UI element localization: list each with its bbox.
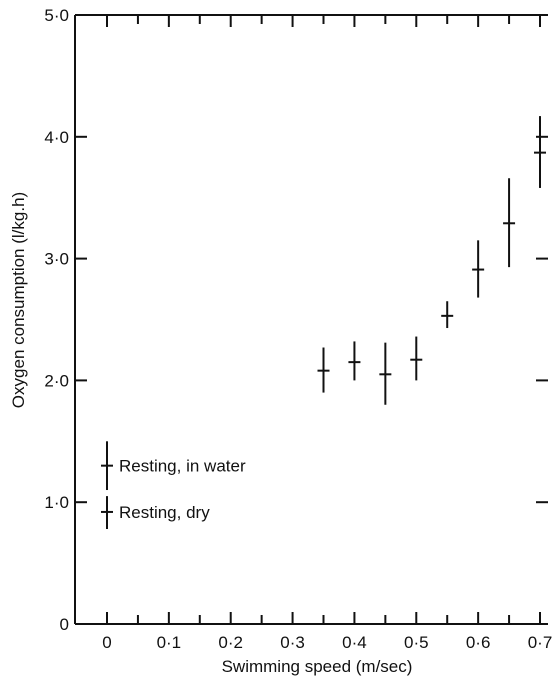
data-points [101,116,546,529]
x-tick-label: 0·6 [466,633,491,652]
y-axis-label: Oxygen consumption (l/kg.h) [9,192,28,408]
data-point [410,336,423,381]
x-tick-label: 0·3 [280,633,305,652]
y-tick-label: 5·0 [44,6,69,25]
y-axis-tick-labels: 0 1·0 2·0 3·0 4·0 5·0 [44,6,69,634]
plot-frame [74,14,548,625]
y-tick-label: 0 [60,615,69,634]
x-tick-label: 0·4 [342,633,367,652]
y-tick-label: 1·0 [44,493,69,512]
data-point [534,116,546,188]
y-tick-label: 4·0 [44,128,69,147]
data-point [472,240,485,298]
x-tick-label: 0·1 [157,633,182,652]
data-point [441,301,454,329]
x-tick-label: 0 [102,633,111,652]
annotations: Resting, in water Resting, dry [119,457,246,522]
y-tick-label: 3·0 [44,250,69,269]
data-point [348,341,361,381]
data-point [503,178,516,268]
data-point [317,347,330,393]
point-annotation: Resting, dry [119,503,210,522]
y-axis-ticks [75,14,548,625]
x-axis-tick-labels: 0 0·1 0·2 0·3 0·4 0·5 0·6 0·7 [102,633,552,652]
x-tick-label: 0·2 [218,633,243,652]
data-point [101,496,113,529]
x-axis-label: Swimming speed (m/sec) [222,657,413,676]
data-point [101,441,113,491]
x-axis-ticks [106,15,541,624]
data-point [379,342,392,405]
x-tick-label: 0·5 [404,633,429,652]
x-tick-label: 0·7 [528,633,553,652]
point-annotation: Resting, in water [119,457,246,476]
y-tick-label: 2·0 [44,371,69,390]
